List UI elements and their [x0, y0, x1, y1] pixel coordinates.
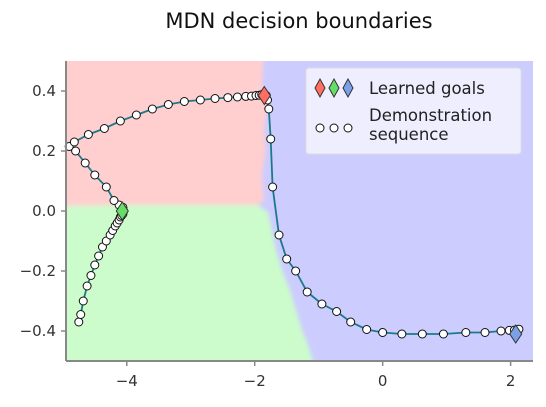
- x-tick-label: −2: [244, 372, 266, 390]
- demo-point: [210, 94, 220, 103]
- goal-marker-1: [115, 201, 129, 221]
- legend-circle-3: [343, 123, 353, 133]
- demo-point: [163, 100, 173, 109]
- demo-point: [69, 137, 79, 147]
- demo-point: [101, 182, 111, 192]
- demo-point: [232, 92, 242, 102]
- demo-point: [76, 310, 86, 319]
- demo-point: [195, 95, 205, 105]
- legend-goal-diamonds: [314, 77, 354, 99]
- demo-point: [82, 281, 92, 291]
- demo-point: [90, 260, 100, 270]
- y-tick-label: −0.2: [20, 262, 56, 280]
- x-tick-label: 2: [506, 372, 516, 390]
- legend-demo-circles: [315, 123, 353, 133]
- demo-point: [223, 93, 233, 103]
- demo-point: [332, 307, 342, 316]
- region-green: [66, 205, 313, 361]
- demo-point: [397, 329, 407, 339]
- demo-point: [90, 170, 100, 180]
- legend-circle-1: [315, 123, 325, 133]
- demo-point: [346, 317, 356, 327]
- demo-point: [417, 329, 427, 339]
- legend-circle-2: [329, 123, 339, 133]
- demo-point: [109, 196, 119, 205]
- demo-point: [302, 287, 312, 297]
- legend-diamond-red: [314, 77, 326, 99]
- legend-box: [305, 67, 522, 155]
- y-axis-ticks: −0.4 −0.2 0.0 0.2 0.4: [20, 82, 66, 340]
- chart-title: MDN decision boundaries: [165, 9, 432, 33]
- legend: Learned goals Demonstration sequence: [305, 67, 522, 155]
- legend-diamond-green: [328, 77, 340, 99]
- legend-label-line-2: sequence: [369, 125, 449, 144]
- legend-label-demonstration-sequence: Demonstration sequence: [369, 106, 497, 144]
- demo-point: [94, 251, 104, 261]
- y-tick-label: −0.4: [20, 322, 56, 340]
- demo-point: [264, 104, 274, 114]
- x-tick-label: −4: [116, 372, 138, 390]
- demo-point: [99, 124, 109, 133]
- demo-point: [291, 266, 301, 276]
- demo-point: [282, 254, 292, 264]
- demo-point: [147, 104, 157, 114]
- demo-point: [266, 134, 276, 144]
- x-tick-label: 0: [378, 372, 388, 390]
- legend-diamond-blue: [342, 77, 354, 99]
- goal-markers: [115, 85, 523, 344]
- demo-point: [83, 130, 93, 139]
- legend-label-line-1: Demonstration: [369, 106, 492, 125]
- demo-point: [461, 328, 471, 337]
- demo-point: [115, 116, 125, 126]
- demo-point: [268, 182, 278, 192]
- demo-point: [131, 110, 141, 120]
- demo-point: [86, 271, 96, 280]
- demo-point: [438, 329, 448, 339]
- demo-point: [317, 299, 327, 309]
- y-tick-label: 0.0: [32, 202, 56, 220]
- demo-point: [179, 97, 189, 106]
- demo-point: [274, 230, 284, 240]
- x-axis-ticks: −4 −2 0 2: [116, 361, 516, 390]
- y-tick-label: 0.4: [32, 82, 56, 100]
- demo-point: [378, 328, 388, 337]
- demo-point: [496, 326, 506, 336]
- demo-point: [362, 325, 372, 334]
- goal-marker-0: [257, 85, 271, 106]
- goal-marker-2: [509, 324, 523, 344]
- demo-point: [78, 296, 88, 306]
- region-red: [66, 61, 268, 206]
- y-tick-label: 0.2: [32, 142, 56, 160]
- demo-point: [480, 328, 490, 337]
- legend-label-learned-goals: Learned goals: [369, 79, 485, 98]
- demo-point: [80, 158, 90, 168]
- demo-point: [71, 146, 81, 156]
- demo-point: [74, 317, 84, 327]
